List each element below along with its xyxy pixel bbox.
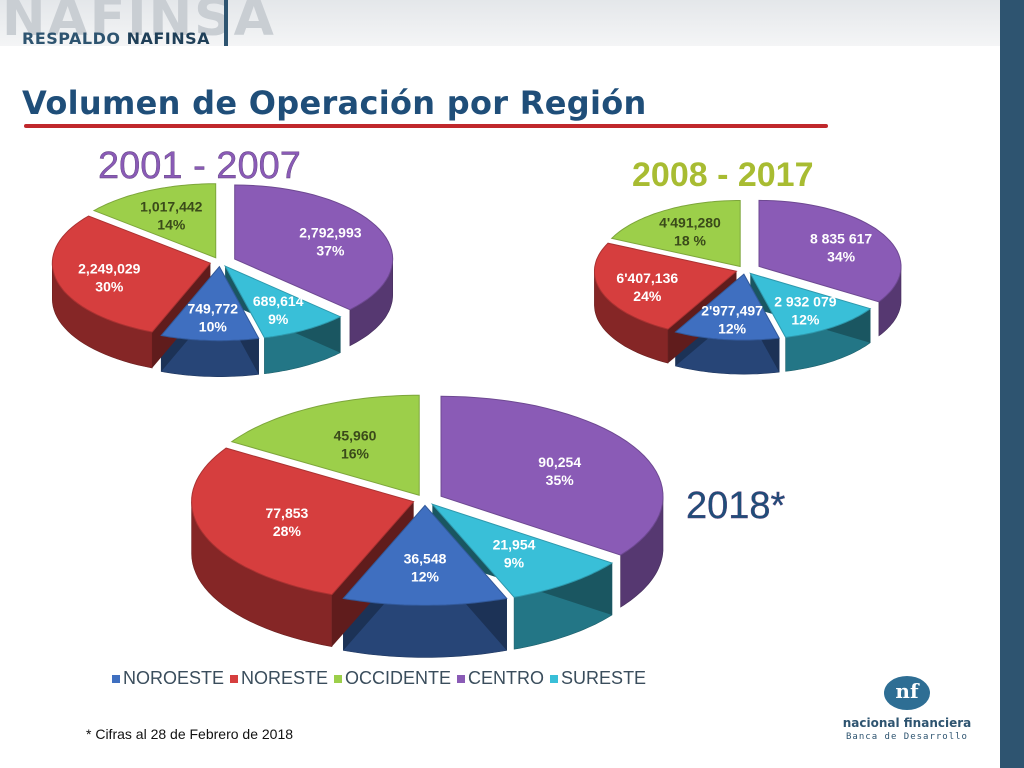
slice-percent-label: 16% — [341, 446, 370, 462]
slice-value-label: 90,254 — [538, 454, 581, 470]
slice-percent-label: 18 % — [674, 233, 706, 249]
pie-chart-1: 8 835 617 34% 2 932 079 12% 2'977,497 12% 6'40… — [594, 156, 902, 375]
brand-line: RESPALDO NAFINSA — [22, 29, 210, 48]
legend-item-noreste: NORESTE — [230, 668, 328, 689]
pie-slice-centro — [758, 199, 902, 303]
slice-value-label: 6'407,136 — [616, 270, 678, 286]
slice-value-label: 4'491,280 — [659, 215, 721, 231]
header-band — [0, 0, 1000, 46]
chart-legend: NOROESTE NORESTE OCCIDENTE CENTRO SURESTE — [112, 668, 646, 689]
slice-value-label: 21,954 — [493, 537, 536, 553]
brand-name: NAFINSA — [126, 29, 211, 48]
pie-slice-noroeste — [674, 273, 780, 341]
pie-slice-noroeste — [342, 504, 508, 606]
slice-value-label: 1,017,442 — [140, 199, 202, 215]
pie-slice-noreste — [51, 215, 212, 333]
brand-watermark: NAFINSA — [2, 0, 276, 48]
slice-percent-label: 24% — [633, 288, 662, 304]
side-band — [1000, 0, 1024, 768]
slice-percent-label: 10% — [199, 318, 228, 334]
legend-swatch — [334, 674, 343, 683]
legend-label: SURESTE — [561, 668, 647, 688]
pie-slice-centro — [234, 184, 394, 311]
pie-slice-noroeste — [160, 265, 260, 342]
slice-value-label: 77,853 — [265, 505, 308, 521]
logo-name: nacional financiera — [842, 716, 972, 730]
slice-percent-label: 12% — [411, 568, 440, 584]
slice-percent-label: 37% — [316, 243, 345, 259]
slice-percent-label: 28% — [273, 523, 302, 539]
slice-percent-label: 14% — [157, 217, 186, 233]
pie-charts: 2,792,993 37% 689,614 9% 749,772 10% 2,249,029… — [51, 145, 902, 658]
pie-chart-0: 2,792,993 37% 689,614 9% 749,772 10% 2,249,029… — [51, 145, 394, 377]
slice-percent-label: 34% — [827, 248, 856, 264]
pie-slice-occidente — [610, 200, 741, 268]
legend-item-noroeste: NOROESTE — [112, 668, 224, 689]
pie-chart-2: 90,254 35% 21,954 9% 36,548 12% 77,853 28% 45,96… — [191, 394, 786, 658]
slice-value-label: 749,772 — [187, 300, 238, 316]
slice-value-label: 8 835 617 — [810, 230, 872, 246]
legend-swatch — [230, 674, 239, 683]
brand-divider — [224, 0, 228, 46]
slice-percent-label: 9% — [504, 555, 525, 571]
period-title: 2001 - 2007 — [98, 145, 301, 187]
legend-swatch — [550, 674, 559, 683]
logo-subtitle: Banca de Desarrollo — [846, 732, 968, 742]
slice-value-label: 2 932 079 — [774, 294, 836, 310]
footnote: * Cifras al 28 de Febrero de 2018 — [86, 726, 294, 742]
pie-slice-noreste — [594, 242, 738, 330]
pie-slice-sureste — [430, 503, 614, 598]
legend-label: NOROESTE — [123, 668, 225, 688]
brand-prefix: RESPALDO — [22, 29, 121, 48]
slice-value-label: 689,614 — [253, 293, 304, 309]
period-title: 2018* — [686, 485, 786, 527]
slice-value-label: 2,249,029 — [78, 260, 140, 276]
pie-slice-occidente — [92, 183, 217, 259]
legend-label: NORESTE — [241, 668, 329, 688]
slice-value-label: 36,548 — [404, 550, 447, 566]
legend-label: OCCIDENTE — [345, 668, 452, 688]
slice-value-label: 2'977,497 — [701, 302, 763, 318]
slice-percent-label: 30% — [95, 278, 124, 294]
slice-value-label: 2,792,993 — [299, 225, 361, 241]
slice-percent-label: 12% — [791, 312, 820, 328]
legend-item-occidente: OCCIDENTE — [334, 668, 451, 689]
nafin-logo: nf nacional financiera Banca de Desarrol… — [832, 676, 982, 746]
legend-item-centro: CENTRO — [457, 668, 544, 689]
pie-slice-centro — [440, 395, 664, 556]
slice-percent-label: 35% — [546, 472, 575, 488]
page-title: Volumen de Operación por Región — [22, 84, 647, 122]
pie-slice-sureste — [223, 264, 342, 339]
pie-slice-sureste — [749, 272, 872, 338]
logo-mark: nf — [884, 676, 930, 710]
title-rule — [24, 124, 828, 128]
legend-label: CENTRO — [468, 668, 545, 688]
slice-value-label: 45,960 — [334, 428, 377, 444]
slice-percent-label: 12% — [718, 320, 747, 336]
pie-slice-noreste — [191, 447, 415, 596]
period-title: 2008 - 2017 — [632, 156, 814, 194]
legend-swatch — [112, 674, 120, 683]
legend-item-sureste: SURESTE — [550, 668, 646, 689]
slice-percent-label: 9% — [268, 311, 289, 327]
legend-swatch — [457, 674, 466, 683]
pie-slice-occidente — [230, 394, 420, 496]
